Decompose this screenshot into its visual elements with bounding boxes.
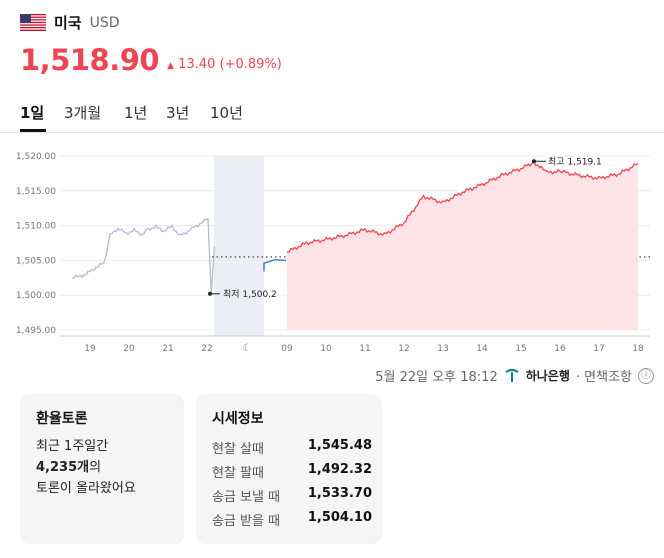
x-tick-label: 10 xyxy=(320,344,332,354)
y-tick-label: 1,495.00 xyxy=(16,326,56,336)
quote-row-send: 송금 보낼 때 1,533.70 xyxy=(212,486,372,505)
x-tick-label: 21 xyxy=(162,344,173,354)
discussion-line3: 토론이 올라왔어요 xyxy=(36,481,136,496)
quote-value: 1,504.10 xyxy=(307,510,372,525)
discussion-line1: 최근 1주일간 xyxy=(36,439,109,454)
discussion-card[interactable]: 환율토론 최근 1주일간 4,235개의 토론이 올라왔어요 xyxy=(20,394,184,544)
x-tick-label: 19 xyxy=(84,344,96,354)
quote-value: 1,533.70 xyxy=(307,486,372,501)
y-tick-label: 1,510.00 xyxy=(16,222,56,232)
rate-change-value: 13.40 (+0.89%) xyxy=(178,57,282,72)
x-tick-label: 16 xyxy=(554,344,566,354)
x-tick-label: 11 xyxy=(359,344,370,354)
quote-label: 송금 보낼 때 xyxy=(212,490,281,505)
quote-title: 시세정보 xyxy=(212,411,264,427)
data-source-meta: 5월 22일 오후 18:12 하나은행 · 면책조항 ⓘ xyxy=(375,366,654,385)
night-band xyxy=(214,156,264,336)
quote-row-receive: 송금 받을 때 1,504.10 xyxy=(212,510,372,529)
x-tick-label: 22 xyxy=(201,344,212,354)
today-series-area xyxy=(287,161,638,330)
x-tick-label: 12 xyxy=(398,344,409,354)
quote-info-card: 시세정보 현찰 살때 1,545.48 현찰 팔때 1,492.32 송금 보낼… xyxy=(196,394,382,544)
quote-row-cash-buy: 현찰 살때 1,545.48 xyxy=(212,438,372,457)
disclaimer-link[interactable]: · 면책조항 xyxy=(575,370,632,385)
x-tick-label: 15 xyxy=(515,344,526,354)
period-tabs: 1일 3개월 1년 3년 10년 xyxy=(0,96,664,133)
premarket-series-line xyxy=(263,258,287,272)
y-tick-label: 1,515.00 xyxy=(16,187,56,197)
moon-icon: ☾ xyxy=(243,343,252,354)
x-tick-label: 18 xyxy=(632,344,644,354)
active-tab-indicator xyxy=(20,129,46,132)
discussion-count: 4,235개 xyxy=(36,460,90,475)
up-triangle-icon: ▲ xyxy=(167,61,175,71)
quote-label: 현찰 살때 xyxy=(212,442,264,457)
rate-change: ▲ 13.40 (+0.89%) xyxy=(167,57,282,78)
high-label: 최고 1,519.1 xyxy=(548,156,602,167)
price-row: 1,518.90 ▲ 13.40 (+0.89%) xyxy=(20,42,282,78)
exchange-rate: 1,518.90 xyxy=(20,43,160,77)
low-label: 최저 1,500.2 xyxy=(223,289,277,300)
discussion-title: 환율토론 xyxy=(36,411,88,427)
quote-value: 1,492.32 xyxy=(307,462,372,477)
currency-code: USD xyxy=(89,14,120,31)
hana-bank-logo-icon xyxy=(505,368,519,382)
x-tick-label: 17 xyxy=(593,344,604,354)
discussion-summary: 최근 1주일간 4,235개의 토론이 올라왔어요 xyxy=(36,436,136,499)
x-tick-label: 20 xyxy=(123,344,135,354)
exchange-rate-chart[interactable]: 1,520.00 1,515.00 1,510.00 1,505.00 1,500.00… xyxy=(0,136,664,358)
y-tick-label: 1,505.00 xyxy=(16,256,56,266)
discussion-line2: 4,235개의 xyxy=(36,457,136,478)
x-tick-label: 09 xyxy=(281,344,293,354)
high-marker-dot xyxy=(532,159,536,164)
y-tick-label: 1,520.00 xyxy=(16,152,56,162)
x-tick-label: 13 xyxy=(437,344,448,354)
x-tick-label: 14 xyxy=(476,344,488,354)
quote-label: 현찰 팔때 xyxy=(212,466,264,481)
country-name: 미국 xyxy=(54,14,82,32)
us-flag-icon xyxy=(20,14,46,31)
timestamp: 5월 22일 오후 18:12 xyxy=(375,370,498,385)
info-icon[interactable]: ⓘ xyxy=(638,367,654,384)
tab-10y[interactable]: 10년 xyxy=(210,104,243,122)
today-series-line xyxy=(286,160,639,253)
y-tick-label: 1,500.00 xyxy=(16,291,56,301)
quote-row-cash-sell: 현찰 팔때 1,492.32 xyxy=(212,462,372,481)
prev-day-series-line xyxy=(71,217,216,294)
tab-3m[interactable]: 3개월 xyxy=(64,104,102,122)
tab-1y[interactable]: 1년 xyxy=(124,104,148,122)
currency-header: 미국 USD xyxy=(20,12,120,33)
bank-name: 하나은행 xyxy=(525,369,570,383)
quote-value: 1,545.48 xyxy=(307,438,372,453)
quote-label: 송금 받을 때 xyxy=(212,514,281,529)
discussion-count-suffix: 의 xyxy=(89,460,102,475)
tab-1d[interactable]: 1일 xyxy=(20,104,45,122)
tab-3y[interactable]: 3년 xyxy=(166,104,190,122)
